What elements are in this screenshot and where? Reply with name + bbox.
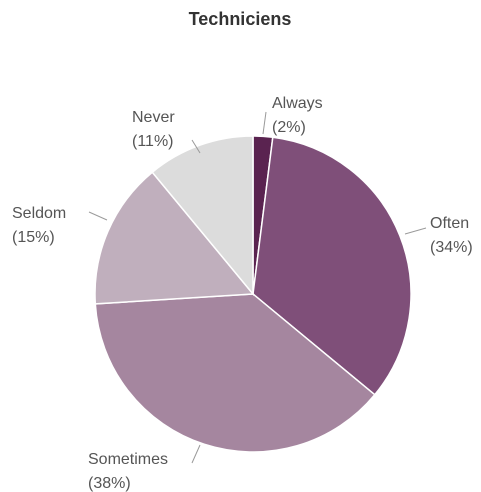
leader-line-seldom — [88, 211, 108, 221]
pie-slice-never[interactable] — [151, 135, 254, 297]
leaders-layer — [88, 111, 427, 464]
slice-label-often: Often — [430, 215, 469, 232]
chart-title: Techniciens — [189, 9, 292, 29]
slice-percent-seldom: (15%) — [12, 229, 55, 246]
labels-layer: Always (2%) Often (34%) Sometimes (38%) Seldom… — [12, 95, 473, 492]
slice-label-always: Always — [272, 95, 323, 112]
pie-slice-often[interactable] — [252, 136, 412, 396]
pie-slice-seldom[interactable] — [94, 171, 255, 305]
leader-line-never — [191, 139, 201, 154]
slice-percent-often: (34%) — [430, 239, 473, 256]
slice-percent-sometimes: (38%) — [88, 475, 131, 492]
slice-percent-never: (11%) — [132, 133, 174, 150]
leader-line-often — [404, 227, 427, 235]
slices-layer — [94, 135, 412, 453]
slice-label-never: Never — [132, 109, 175, 126]
slice-label-sometimes: Sometimes — [88, 451, 168, 468]
pie-slice-sometimes[interactable] — [94, 293, 376, 453]
slice-label-seldom: Seldom — [12, 205, 66, 222]
leader-line-always — [262, 111, 267, 135]
leader-line-sometimes — [191, 444, 201, 464]
slice-percent-always: (2%) — [272, 119, 306, 136]
